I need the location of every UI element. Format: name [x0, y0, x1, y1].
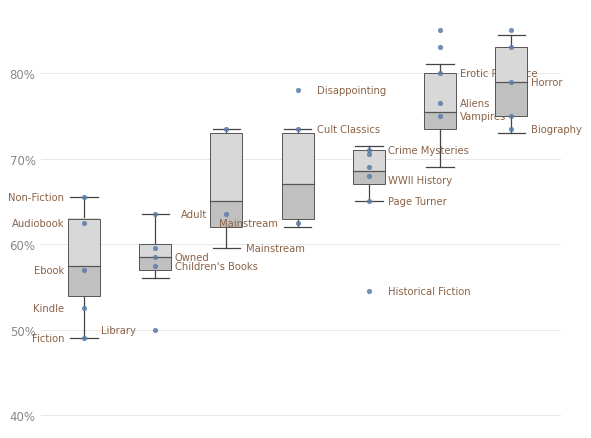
Bar [281, 185, 314, 219]
Text: WWII History: WWII History [388, 176, 453, 186]
Point [436, 28, 445, 35]
Point [364, 173, 374, 180]
Point [364, 152, 374, 159]
Bar [281, 134, 314, 219]
Point [79, 220, 89, 227]
Point [436, 100, 445, 107]
Text: Fiction: Fiction [32, 334, 64, 343]
Text: Children's Books: Children's Books [175, 261, 258, 271]
Point [293, 220, 303, 227]
Point [436, 113, 445, 120]
Bar [68, 219, 100, 266]
Bar [495, 82, 527, 117]
Text: Historical Fiction: Historical Fiction [388, 286, 471, 297]
Point [151, 262, 160, 269]
Text: Disappointing: Disappointing [317, 86, 387, 96]
Text: Erotic Romance: Erotic Romance [460, 69, 537, 79]
Text: Audiobook: Audiobook [12, 218, 64, 228]
Text: Vampires: Vampires [460, 112, 506, 121]
Bar [68, 219, 100, 296]
Point [436, 71, 445, 78]
Bar [139, 244, 171, 270]
Point [506, 28, 516, 35]
Bar [353, 172, 385, 185]
Point [506, 45, 516, 52]
Bar [210, 202, 242, 227]
Point [79, 267, 89, 274]
Point [151, 326, 160, 333]
Bar [353, 151, 385, 172]
Point [79, 305, 89, 312]
Point [79, 194, 89, 201]
Text: Biography: Biography [531, 124, 582, 134]
Text: Ebook: Ebook [34, 265, 64, 275]
Bar [495, 48, 527, 117]
Bar [424, 74, 456, 129]
Text: Mainstream: Mainstream [219, 218, 278, 228]
Point [506, 113, 516, 120]
Text: Kindle: Kindle [33, 304, 64, 314]
Text: Crime Mysteries: Crime Mysteries [388, 146, 469, 155]
Text: Aliens: Aliens [460, 99, 490, 109]
Bar [210, 134, 242, 202]
Bar [495, 48, 527, 82]
Point [506, 126, 516, 133]
Text: Mainstream: Mainstream [246, 244, 305, 254]
Point [436, 45, 445, 52]
Text: Non-Fiction: Non-Fiction [8, 193, 64, 203]
Text: Page Turner: Page Turner [388, 197, 447, 207]
Point [364, 288, 374, 295]
Point [364, 147, 374, 154]
Text: Cult Classics: Cult Classics [317, 124, 381, 134]
Point [222, 126, 231, 133]
Text: Owned: Owned [175, 252, 209, 262]
Point [293, 126, 303, 133]
Bar [68, 266, 100, 296]
Point [506, 79, 516, 86]
Text: Library: Library [100, 325, 135, 335]
Point [79, 335, 89, 342]
Point [151, 245, 160, 252]
Point [364, 164, 374, 171]
Point [293, 88, 303, 95]
Bar [210, 134, 242, 227]
Bar [424, 74, 456, 112]
Bar [281, 134, 314, 185]
Point [364, 198, 374, 205]
Bar [424, 112, 456, 129]
Point [222, 211, 231, 218]
Point [151, 211, 160, 218]
Text: Horror: Horror [531, 78, 563, 87]
Bar [139, 258, 171, 270]
Point [151, 254, 160, 261]
Bar [353, 151, 385, 185]
Text: Adult: Adult [181, 210, 207, 220]
Bar [139, 244, 171, 258]
